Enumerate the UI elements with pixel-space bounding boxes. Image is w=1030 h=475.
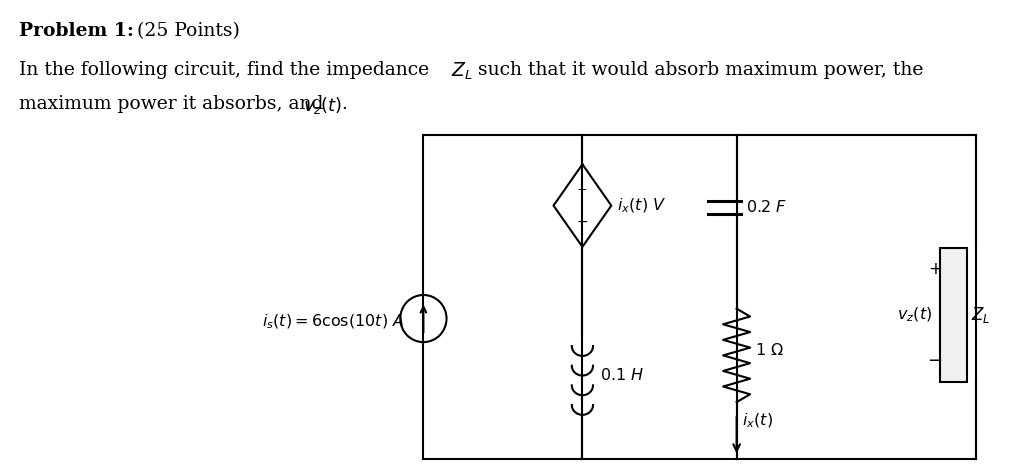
Text: (25 Points): (25 Points): [132, 22, 240, 40]
Text: $v_z(t)$: $v_z(t)$: [897, 306, 932, 324]
Text: $v_z(t)$: $v_z(t)$: [303, 95, 342, 115]
Text: $i_x(t)\ V$: $i_x(t)\ V$: [617, 196, 666, 215]
Text: $i_s(t) = 6\cos(10t)\ A$: $i_s(t) = 6\cos(10t)\ A$: [262, 312, 404, 331]
Text: maximum power it absorbs, and: maximum power it absorbs, and: [19, 95, 329, 113]
Text: In the following circuit, find the impedance: In the following circuit, find the imped…: [19, 61, 435, 79]
Text: $i_x(t)$: $i_x(t)$: [743, 412, 774, 430]
Text: −: −: [928, 352, 942, 370]
Text: +: +: [928, 260, 942, 278]
Text: $Z_L$: $Z_L$: [451, 61, 473, 83]
Text: $0.2\ F$: $0.2\ F$: [747, 199, 787, 216]
Text: +: +: [577, 182, 588, 196]
Text: Problem 1:: Problem 1:: [19, 22, 134, 40]
Text: $1\ \Omega$: $1\ \Omega$: [755, 342, 784, 359]
Text: −: −: [577, 215, 588, 229]
Text: .: .: [342, 95, 347, 113]
Text: $Z_L$: $Z_L$: [971, 305, 990, 325]
Bar: [940, 248, 967, 382]
Text: $0.1\ H$: $0.1\ H$: [599, 367, 644, 384]
Text: such that it would absorb maximum power, the: such that it would absorb maximum power,…: [472, 61, 923, 79]
